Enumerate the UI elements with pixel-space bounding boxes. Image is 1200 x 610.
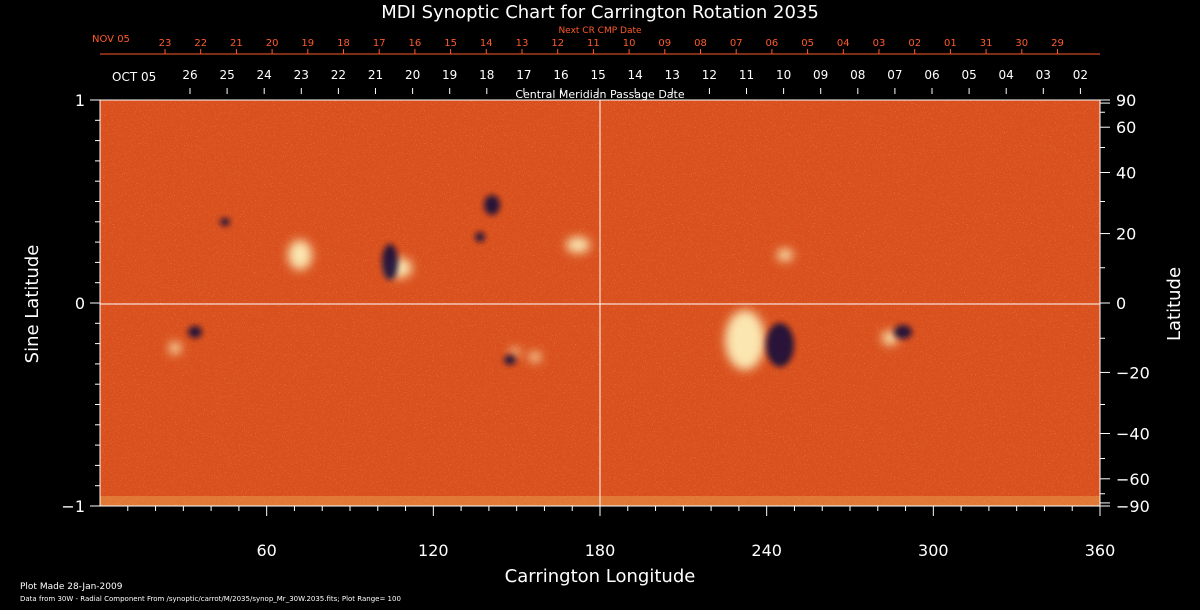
- x-tick-label: 60: [256, 541, 276, 560]
- lat-tick-label: 0: [1116, 294, 1126, 313]
- cmp-date-label: 19: [442, 68, 457, 82]
- cmp-date-label: 03: [1036, 68, 1051, 82]
- chart-title: MDI Synoptic Chart for Carrington Rotati…: [381, 2, 819, 23]
- next-cr-tick-group: 23 22 21 20 19 18 17 16 15 14 13 12 11 10 09 08 07 06 05 04…: [159, 38, 1064, 54]
- x-tick-label: 300: [918, 541, 949, 560]
- lat-tick-label: 60: [1116, 118, 1136, 137]
- cmp-date-label: 21: [368, 68, 383, 82]
- next-cr-date-label: 10: [623, 38, 636, 49]
- next-cr-date-label: 16: [409, 38, 422, 49]
- next-cr-date-label: 08: [694, 38, 707, 49]
- right-axis-title: Latitude: [1164, 267, 1185, 341]
- y-tick-label: −1: [61, 497, 85, 516]
- cmp-date-label: 02: [1073, 68, 1088, 82]
- cmp-date-label: 06: [924, 68, 939, 82]
- footer-source: Data from 30W - Radial Component From /s…: [20, 595, 401, 603]
- next-cr-date-label: 29: [1051, 38, 1064, 49]
- magnetogram-map: [99, 99, 1101, 507]
- x-axis-title: Carrington Longitude: [505, 566, 696, 587]
- lat-tick-label: −60: [1116, 470, 1150, 489]
- next-cr-date-label: 15: [444, 38, 457, 49]
- next-cr-date-label: 14: [480, 38, 493, 49]
- cmp-date-label: 25: [219, 68, 234, 82]
- next-cr-date-label: 21: [230, 38, 243, 49]
- cmp-date-label: 13: [665, 68, 680, 82]
- next-cr-date-label: 22: [194, 38, 207, 49]
- next-cr-date-label: 11: [587, 38, 600, 49]
- lat-tick-label: −40: [1116, 424, 1150, 443]
- next-cr-date-label: 05: [801, 38, 814, 49]
- next-cr-date-label: 01: [944, 38, 957, 49]
- next-cr-date-label: 04: [837, 38, 850, 49]
- cmp-date-label: 05: [961, 68, 976, 82]
- bottom-axis-ticks: 60 120 180 240 300 360: [127, 506, 1116, 560]
- lat-tick-label: 40: [1116, 164, 1136, 183]
- next-cr-date-label: 03: [873, 38, 886, 49]
- next-cr-month: NOV 05: [92, 34, 130, 45]
- cmp-date-label: 14: [628, 68, 643, 82]
- cmp-month: OCT 05: [112, 70, 156, 84]
- lat-tick-label: 20: [1116, 225, 1136, 244]
- cmp-tick-group: 26 25 24 23 22 21 20 19 18 17 16 15 14 13 12 11 10 09 08 07…: [182, 68, 1088, 94]
- cmp-date-label: 22: [331, 68, 346, 82]
- cmp-date-label: 15: [590, 68, 605, 82]
- cmp-date-label: 17: [516, 68, 531, 82]
- next-cr-date-label: 30: [1015, 38, 1028, 49]
- next-cr-date-label: 09: [658, 38, 671, 49]
- next-cr-date-label: 13: [516, 38, 529, 49]
- next-cr-date-label: 07: [730, 38, 743, 49]
- next-cr-date-label: 06: [766, 38, 779, 49]
- next-cr-date-label: 23: [159, 38, 172, 49]
- right-axis-ticks: 90 60 40 20 0 −20 −40 −60 −90: [1100, 91, 1150, 516]
- cmp-date-label: 08: [850, 68, 865, 82]
- x-tick-label: 360: [1085, 541, 1116, 560]
- next-cr-date-label: 20: [266, 38, 279, 49]
- cmp-date-label: 18: [479, 68, 494, 82]
- next-cr-date-label: 19: [301, 38, 314, 49]
- x-tick-label: 240: [751, 541, 782, 560]
- cmp-date-label: 23: [294, 68, 309, 82]
- x-tick-label: 120: [418, 541, 449, 560]
- x-tick-label: 180: [585, 541, 616, 560]
- next-cr-axis-label: Next CR CMP Date: [558, 26, 642, 36]
- lat-tick-label: −20: [1116, 363, 1150, 382]
- next-cr-date-label: 02: [908, 38, 921, 49]
- lat-tick-label: −90: [1116, 497, 1150, 516]
- lat-tick-label: 90: [1116, 91, 1136, 110]
- cmp-date-label: 11: [739, 68, 754, 82]
- left-axis-ticks: 1 0 −1: [61, 91, 100, 516]
- cmp-date-label: 20: [405, 68, 420, 82]
- cmp-date-label: 12: [702, 68, 717, 82]
- cmp-date-label: 10: [776, 68, 791, 82]
- cmp-axis-label: Central Meridian Passage Date: [515, 88, 684, 101]
- next-cr-date-label: 18: [337, 38, 350, 49]
- next-cr-date-label: 31: [980, 38, 993, 49]
- next-cr-date-label: 17: [373, 38, 386, 49]
- cmp-date-label: 16: [553, 68, 568, 82]
- next-cr-date-label: 12: [551, 38, 564, 49]
- y-tick-label: 0: [75, 294, 85, 313]
- cmp-date-label: 26: [182, 68, 197, 82]
- cmp-date-label: 09: [813, 68, 828, 82]
- footer-plot-made: Plot Made 28-Jan-2009: [20, 582, 123, 592]
- y-tick-label: 1: [75, 91, 85, 110]
- left-axis-title: Sine Latitude: [22, 245, 43, 364]
- cmp-date-label: 24: [257, 68, 272, 82]
- cmp-date-label: 07: [887, 68, 902, 82]
- cmp-date-label: 04: [999, 68, 1014, 82]
